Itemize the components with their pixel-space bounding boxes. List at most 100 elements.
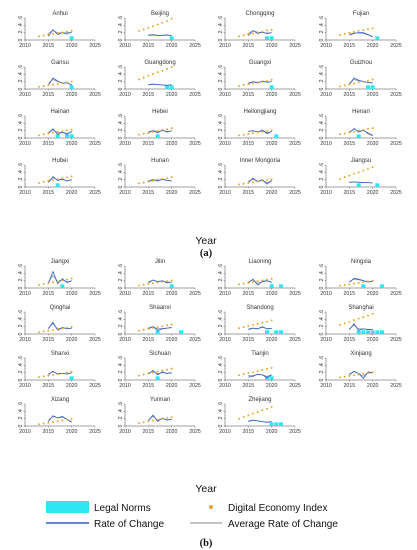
y-tick-label: 0 (118, 286, 124, 289)
digital-economy-index-point (371, 279, 374, 282)
rate-of-change-line (248, 326, 272, 330)
digital-economy-index-point (252, 181, 254, 184)
digital-economy-index-point (238, 283, 240, 286)
y-tick-label: .4 (319, 170, 325, 174)
digital-economy-index-point (348, 131, 351, 134)
x-tick-label: 2010 (320, 92, 332, 98)
digital-economy-index-point (152, 25, 154, 28)
x-tick-label: 2020 (166, 92, 178, 98)
y-tick-label: .2 (18, 30, 24, 34)
y-tick-label: .4 (218, 23, 224, 27)
rate-of-change-line (248, 129, 272, 135)
digital-economy-index-point (142, 421, 145, 424)
y-tick-label: 0 (319, 378, 325, 381)
digital-economy-index-point (261, 321, 264, 324)
digital-economy-index-point (270, 405, 273, 408)
panel-sichuan: Sichuan 0 .2 .4 .6 2010 2015 2020 2025 (118, 351, 201, 389)
rate-of-change-line (148, 178, 172, 183)
legal-norms-bar (69, 36, 74, 40)
y-tick-label: 0 (118, 332, 124, 335)
panel-title-hainan: Hainan (50, 109, 69, 115)
digital-economy-index-point (66, 371, 68, 374)
digital-economy-index-point (152, 73, 154, 75)
panel-hubei: Hubei 0 .2 .4 .6 2010 2015 2020 2025 (18, 158, 101, 196)
digital-economy-index-point (47, 329, 50, 332)
digital-economy-index-point (270, 78, 273, 81)
digital-economy-index-point (343, 284, 346, 287)
rate-of-change-line (48, 321, 72, 331)
y-tick-label: .6 (18, 310, 24, 314)
y-tick-label: .6 (319, 65, 325, 69)
x-tick-label: 2010 (219, 141, 231, 147)
panel-title-inner-mongoria: Inner Mongoria (240, 158, 281, 164)
y-tick-label: 0 (319, 286, 325, 289)
digital-economy-index-point (170, 416, 173, 419)
digital-economy-index-point (161, 69, 164, 72)
digital-economy-index-point (242, 84, 245, 86)
y-tick-label: .2 (18, 278, 24, 282)
panel-zhejiang: Zhejiang 0 .2 .4 .6 2010 2015 2020 2025 (218, 397, 301, 435)
x-tick-label: 2015 (243, 141, 255, 147)
x-tick-label: 2015 (43, 429, 55, 435)
digital-economy-index-point (256, 411, 259, 414)
digital-economy-index-point (70, 326, 73, 328)
digital-economy-index-point (367, 372, 369, 374)
x-tick-label: 2015 (243, 190, 255, 196)
digital-economy-index-point (38, 182, 40, 184)
x-tick-label: 2025 (89, 43, 101, 49)
x-tick-label: 2020 (66, 92, 78, 98)
y-tick-label: .2 (118, 177, 124, 181)
x-tick-label: 2015 (243, 337, 255, 343)
x-tick-label: 2015 (143, 383, 155, 389)
x-tick-label: 2020 (66, 141, 78, 147)
panel-title-shanxi: Shanxi (51, 351, 69, 357)
digital-economy-index-point (261, 179, 264, 182)
y-tick-label: 0 (218, 87, 224, 90)
rate-of-change-line (349, 278, 373, 283)
legal-norms-bar (370, 330, 375, 334)
x-tick-label: 2015 (43, 141, 55, 147)
digital-economy-index-point (147, 74, 150, 77)
digital-economy-index-point (367, 127, 369, 130)
panel-qinghai: Qinghai 0 .2 .4 .6 2010 2015 2020 2025 (18, 305, 101, 343)
digital-economy-index-point (367, 28, 369, 30)
digital-economy-index-point (166, 280, 168, 282)
legal-norms-bar (155, 330, 160, 334)
y-tick-label: .6 (118, 65, 124, 69)
digital-economy-index-point (353, 30, 355, 33)
digital-economy-index-point (70, 277, 73, 280)
xlabel-b: Year (195, 483, 217, 495)
legal-norms-bar (65, 134, 69, 138)
y-tick-label: 0 (319, 38, 325, 41)
digital-economy-index-point (371, 166, 374, 169)
digital-economy-index-point (138, 329, 140, 332)
x-tick-label: 2010 (320, 383, 332, 389)
y-tick-label: 0 (18, 38, 24, 41)
digital-economy-index-point (252, 281, 254, 284)
legal-norms-bar (366, 85, 370, 89)
legal-norms-bar (375, 36, 380, 40)
digital-economy-index-point (367, 79, 369, 82)
digital-economy-index-point (61, 279, 64, 282)
y-tick-label: .4 (18, 72, 24, 76)
digital-economy-index-point (138, 29, 140, 32)
x-tick-label: 2015 (143, 429, 155, 435)
x-tick-label: 2025 (89, 383, 101, 389)
legend-legal-norms-swatch (46, 501, 89, 513)
panel-title-xinjiang: Xinjiang (350, 351, 371, 357)
digital-economy-index-point (52, 421, 54, 423)
digital-economy-index-point (56, 32, 59, 34)
y-tick-label: .4 (319, 271, 325, 275)
digital-economy-index-point (52, 329, 54, 331)
x-tick-label: 2020 (266, 291, 278, 297)
digital-economy-index-point (147, 180, 150, 183)
digital-economy-index-point (247, 372, 250, 374)
rate-of-change-line (248, 80, 272, 85)
digital-economy-index-point (242, 34, 245, 37)
y-tick-label: .6 (118, 163, 124, 167)
panel-title-jilin: Jilin (155, 259, 165, 265)
digital-economy-index-point (47, 180, 50, 183)
y-tick-label: .4 (18, 170, 24, 174)
digital-economy-index-point (357, 317, 360, 320)
digital-economy-index-point (362, 128, 365, 131)
